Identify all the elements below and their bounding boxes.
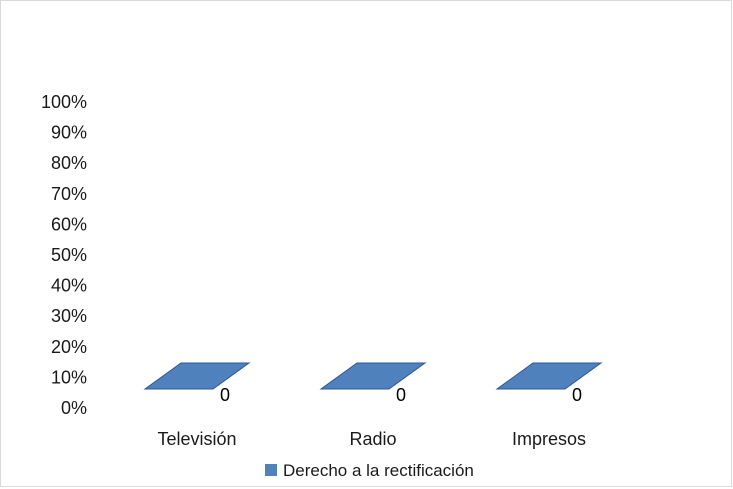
y-tick-label: 10% xyxy=(51,367,87,387)
y-tick-label: 40% xyxy=(51,276,87,296)
x-category-label: Televisión xyxy=(157,429,236,449)
data-label: 0 xyxy=(572,385,582,405)
x-category-label: Impresos xyxy=(512,429,586,449)
y-axis: 0% 10% 20% 30% 40% 50% 60% 70% 80% 90% 100% xyxy=(41,92,87,418)
y-tick-label: 90% xyxy=(51,123,87,143)
y-tick-label: 20% xyxy=(51,337,87,357)
y-tick-label: 0% xyxy=(61,398,87,418)
y-tick-label: 80% xyxy=(51,153,87,173)
legend: Derecho a la rectificación xyxy=(265,461,474,480)
data-label: 0 xyxy=(396,385,406,405)
y-tick-label: 30% xyxy=(51,306,87,326)
legend-label: Derecho a la rectificación xyxy=(283,461,474,480)
bar xyxy=(143,362,251,390)
data-label: 0 xyxy=(220,385,230,405)
bars xyxy=(143,362,603,390)
legend-swatch xyxy=(265,464,277,476)
x-axis: Televisión Radio Impresos xyxy=(157,429,586,449)
bar xyxy=(495,362,603,390)
data-labels: 0 0 0 xyxy=(220,385,582,405)
y-tick-label: 50% xyxy=(51,245,87,265)
y-tick-label: 70% xyxy=(51,184,87,204)
x-category-label: Radio xyxy=(349,429,396,449)
y-tick-label: 100% xyxy=(41,92,87,112)
y-tick-label: 60% xyxy=(51,214,87,234)
bar xyxy=(319,362,427,390)
